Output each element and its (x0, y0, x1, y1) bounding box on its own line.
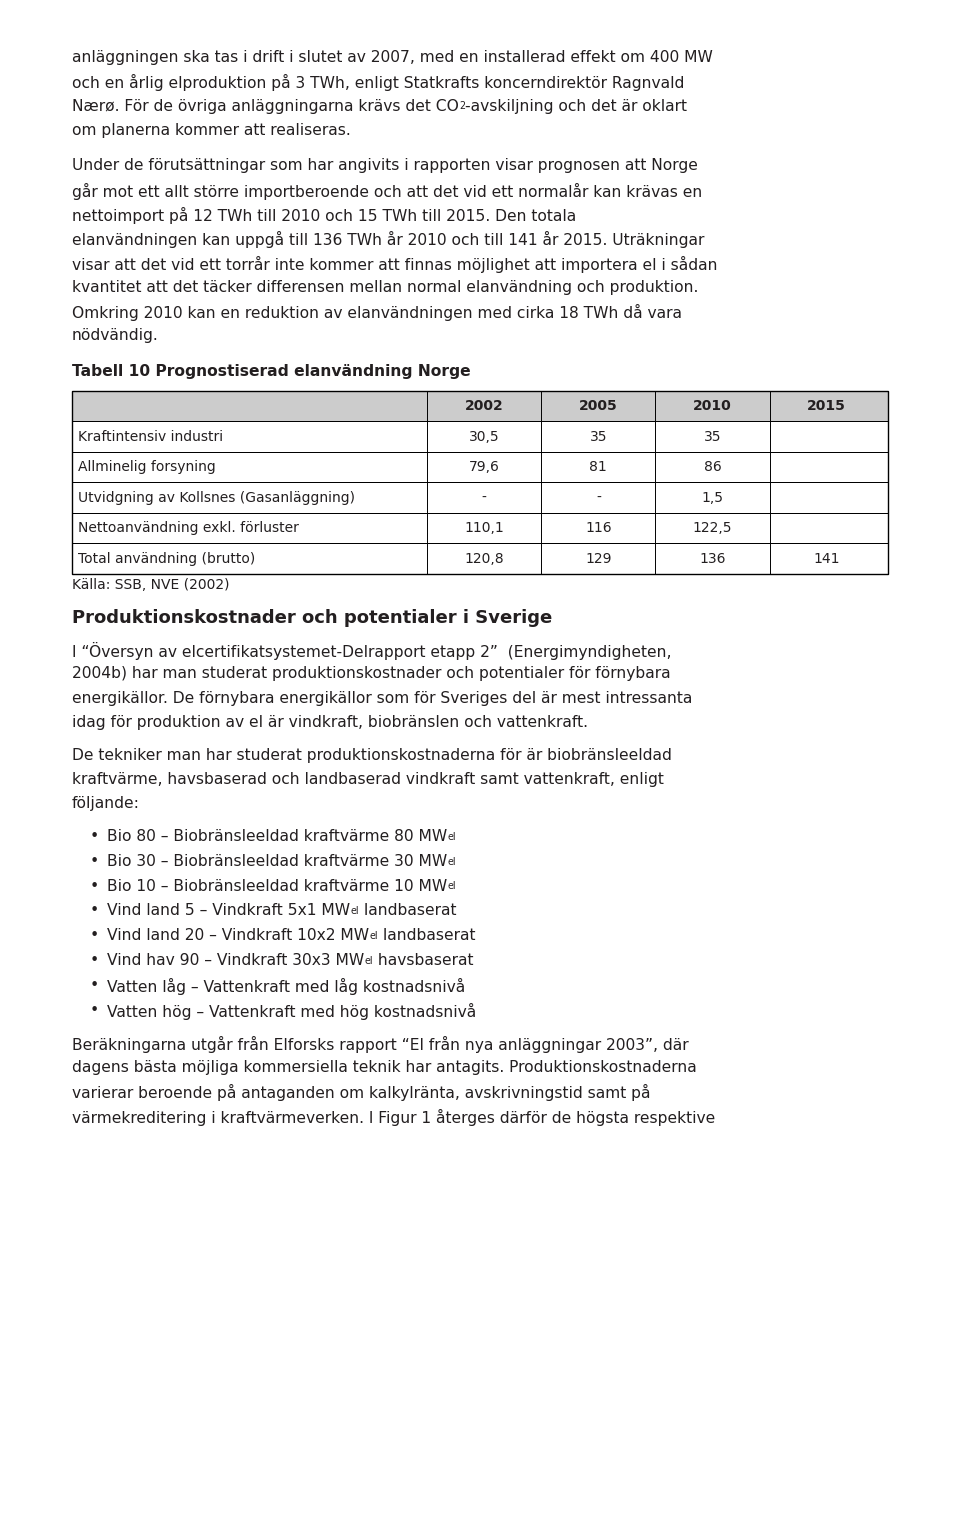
Bar (72, 482, 888, 513)
Text: går mot ett allt större importberoende och att det vid ett normalår kan krävas e: går mot ett allt större importberoende o… (72, 183, 703, 200)
Text: nödvändig.: nödvändig. (72, 328, 158, 344)
Text: •: • (89, 829, 99, 844)
Text: värmekreditering i kraftvärmeverken. I Figur 1 återges därför de högsta respekti: värmekreditering i kraftvärmeverken. I F… (72, 1108, 715, 1125)
Bar (72, 513, 888, 543)
Text: el: el (364, 956, 372, 966)
Text: Allminelig forsyning: Allminelig forsyning (78, 460, 216, 474)
Text: el: el (370, 930, 377, 941)
Text: idag för produktion av el är vindkraft, biobränslen och vattenkraft.: idag för produktion av el är vindkraft, … (72, 715, 588, 731)
Text: 1,5: 1,5 (702, 491, 724, 505)
Text: el: el (350, 906, 359, 916)
Text: •: • (89, 1002, 99, 1018)
Text: Under de förutsättningar som har angivits i rapporten visar prognosen att Norge: Under de förutsättningar som har angivit… (72, 158, 698, 173)
Text: Vatten hög – Vattenkraft med hög kostnadsnivå: Vatten hög – Vattenkraft med hög kostnad… (107, 1002, 476, 1019)
Text: -avskiljning och det är oklart: -avskiljning och det är oklart (465, 98, 686, 114)
Text: Produktionskostnader och potentialer i Sverige: Produktionskostnader och potentialer i S… (72, 609, 552, 628)
Text: 122,5: 122,5 (693, 522, 732, 536)
Bar (72, 421, 888, 451)
Text: Vatten låg – Vattenkraft med låg kostnadsnivå: Vatten låg – Vattenkraft med låg kostnad… (107, 978, 466, 995)
Text: De tekniker man har studerat produktionskostnaderna för är biobränsleeldad: De tekniker man har studerat produktions… (72, 748, 672, 763)
Text: 35: 35 (589, 430, 607, 444)
Text: Vind hav 90 – Vindkraft 30x3 MW: Vind hav 90 – Vindkraft 30x3 MW (107, 953, 364, 969)
Text: 2004b) har man studerat produktionskostnader och potentialer för förnybara: 2004b) har man studerat produktionskostn… (72, 666, 671, 682)
Text: följande:: följande: (72, 797, 140, 812)
Text: Omkring 2010 kan en reduktion av elanvändningen med cirka 18 TWh då vara: Omkring 2010 kan en reduktion av elanvän… (72, 304, 682, 321)
Text: Nettoanvändning exkl. förluster: Nettoanvändning exkl. förluster (78, 522, 299, 536)
Text: Kraftintensiv industri: Kraftintensiv industri (78, 430, 223, 444)
Text: och en årlig elproduktion på 3 TWh, enligt Statkrafts koncerndirektör Ragnvald: och en årlig elproduktion på 3 TWh, enli… (72, 74, 684, 91)
Bar (72, 451, 888, 482)
Text: Total användning (brutto): Total användning (brutto) (78, 553, 255, 566)
Text: I “Översyn av elcertifikatsystemet-Delrapport etapp 2”  (Energimyndigheten,: I “Översyn av elcertifikatsystemet-Delra… (72, 642, 671, 660)
Text: 2010: 2010 (693, 399, 732, 413)
Text: Bio 30 – Biobränsleeldad kraftvärme 30 MW: Bio 30 – Biobränsleeldad kraftvärme 30 M… (107, 853, 447, 869)
Text: kraftvärme, havsbaserad och landbaserad vindkraft samt vattenkraft, enligt: kraftvärme, havsbaserad och landbaserad … (72, 772, 664, 787)
Text: •: • (89, 953, 99, 969)
Text: om planerna kommer att realiseras.: om planerna kommer att realiseras. (72, 123, 350, 138)
Text: Vind land 5 – Vindkraft 5x1 MW: Vind land 5 – Vindkraft 5x1 MW (107, 904, 350, 918)
Text: 2005: 2005 (579, 399, 617, 413)
Text: 120,8: 120,8 (465, 553, 504, 566)
Text: Källa: SSB, NVE (2002): Källa: SSB, NVE (2002) (72, 579, 229, 593)
Text: anläggningen ska tas i drift i slutet av 2007, med en installerad effekt om 400 : anläggningen ska tas i drift i slutet av… (72, 51, 713, 64)
Text: landbaserat: landbaserat (359, 904, 456, 918)
Text: 86: 86 (704, 460, 721, 474)
Text: 129: 129 (585, 553, 612, 566)
Text: energikällor. De förnybara energikällor som för Sveriges del är mest intressanta: energikällor. De förnybara energikällor … (72, 691, 692, 706)
Text: •: • (89, 904, 99, 918)
Text: Bio 80 – Biobränsleeldad kraftvärme 80 MW: Bio 80 – Biobränsleeldad kraftvärme 80 M… (107, 829, 447, 844)
Text: 35: 35 (704, 430, 721, 444)
Text: -: - (596, 491, 601, 505)
Bar (72, 543, 888, 574)
Text: •: • (89, 929, 99, 942)
Text: el: el (447, 881, 456, 892)
Text: Tabell 10 Prognostiserad elanvändning Norge: Tabell 10 Prognostiserad elanvändning No… (72, 364, 470, 379)
Text: 116: 116 (585, 522, 612, 536)
Text: 2015: 2015 (807, 399, 846, 413)
Text: Nærø. För de övriga anläggningarna krävs det CO: Nærø. För de övriga anläggningarna krävs… (72, 98, 459, 114)
Text: dagens bästa möjliga kommersiella teknik har antagits. Produktionskostnaderna: dagens bästa möjliga kommersiella teknik… (72, 1061, 697, 1074)
Text: 110,1: 110,1 (465, 522, 504, 536)
Text: 79,6: 79,6 (468, 460, 499, 474)
Text: •: • (89, 978, 99, 993)
Text: Beräkningarna utgår från Elforsks rapport “El från nya anläggningar 2003”, där: Beräkningarna utgår från Elforsks rappor… (72, 1036, 688, 1053)
Text: 2002: 2002 (465, 399, 503, 413)
Text: 81: 81 (589, 460, 607, 474)
Text: landbaserat: landbaserat (377, 929, 475, 942)
Text: varierar beroende på antaganden om kalkylränta, avskrivningstid samt på: varierar beroende på antaganden om kalky… (72, 1084, 651, 1101)
Text: kvantitet att det täcker differensen mellan normal elanvändning och produktion.: kvantitet att det täcker differensen mel… (72, 279, 698, 295)
Bar (72, 390, 888, 574)
Text: Utvidgning av Kollsnes (Gasanläggning): Utvidgning av Kollsnes (Gasanläggning) (78, 491, 355, 505)
Text: 136: 136 (699, 553, 726, 566)
Text: el: el (447, 832, 456, 841)
Text: elanvändningen kan uppgå till 136 TWh år 2010 och till 141 år 2015. Uträkningar: elanvändningen kan uppgå till 136 TWh år… (72, 232, 705, 249)
Text: Vind land 20 – Vindkraft 10x2 MW: Vind land 20 – Vindkraft 10x2 MW (107, 929, 370, 942)
Text: havsbaserat: havsbaserat (372, 953, 473, 969)
Text: nettoimport på 12 TWh till 2010 och 15 TWh till 2015. Den totala: nettoimport på 12 TWh till 2010 och 15 T… (72, 207, 576, 224)
Text: •: • (89, 878, 99, 893)
Text: -: - (482, 491, 487, 505)
Text: •: • (89, 853, 99, 869)
Text: el: el (447, 857, 456, 867)
Text: 141: 141 (813, 553, 840, 566)
Text: 2: 2 (459, 101, 465, 112)
Bar (72, 390, 888, 421)
Text: 30,5: 30,5 (468, 430, 499, 444)
Text: visar att det vid ett torrår inte kommer att finnas möjlighet att importera el i: visar att det vid ett torrår inte kommer… (72, 255, 717, 273)
Text: Bio 10 – Biobränsleeldad kraftvärme 10 MW: Bio 10 – Biobränsleeldad kraftvärme 10 M… (107, 878, 447, 893)
